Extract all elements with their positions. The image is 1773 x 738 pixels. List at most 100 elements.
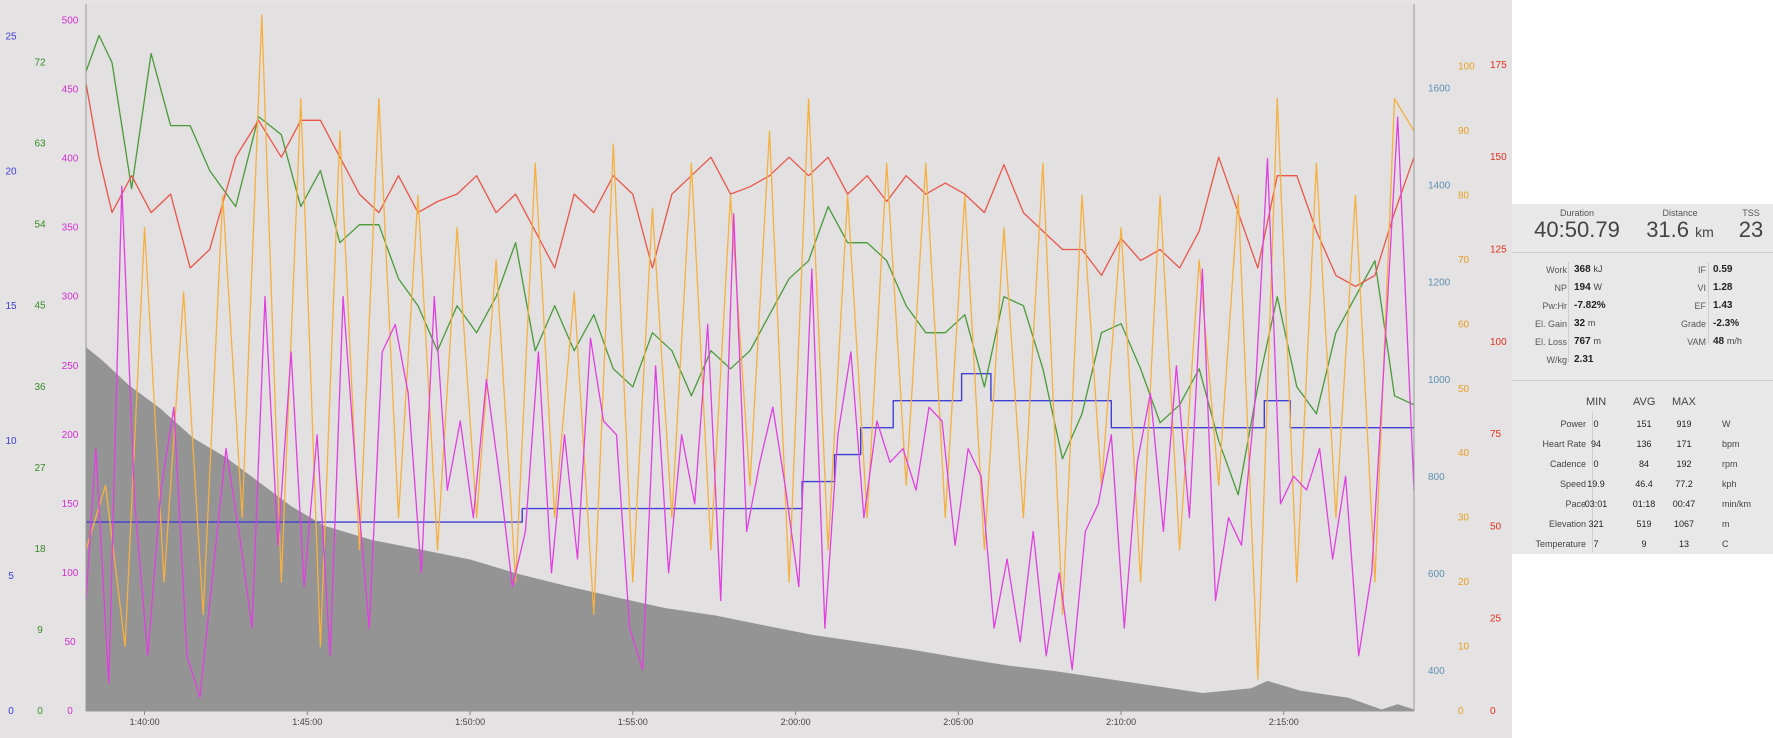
metric-label: EF: [1694, 301, 1706, 311]
metric-unit: kJ: [1593, 264, 1603, 274]
x-tick-label: 1:50:00: [455, 717, 485, 727]
ride-chart-svg: 0510152025091827364554637205010015020025…: [5, 4, 1507, 727]
metric-label: VAM: [1687, 337, 1706, 347]
y-tick-label: 18: [34, 544, 46, 555]
unit-value: W: [1722, 419, 1731, 429]
y-tick-label: 10: [1458, 642, 1470, 653]
y-tick-label: 72: [34, 58, 46, 69]
metric-row: El. Loss 767 m VAM 48 m/h: [1512, 334, 1773, 352]
y-tick-label: 54: [34, 220, 46, 231]
metric-number: 48: [1713, 336, 1725, 347]
y-tick-label: 175: [1490, 60, 1507, 71]
metric-row: Pw:Hr -7.82% EF 1.43: [1512, 298, 1773, 316]
speed-line: [85, 34, 1415, 496]
min-header: MIN: [1586, 396, 1607, 408]
metrics-bottom-divider: [1512, 380, 1773, 381]
metric-row: NP 194 W VI 1.28: [1512, 280, 1773, 298]
minmax-row: Elevation 321 519 1067 m: [1512, 516, 1773, 534]
y-tick-label: 0: [37, 706, 43, 717]
metrics-divider-right: [1708, 262, 1709, 344]
min-value: 94: [1590, 439, 1601, 449]
y-tick-label: 90: [1458, 126, 1470, 137]
max-value: 1067: [1673, 519, 1695, 529]
y-tick-label: 1400: [1428, 181, 1451, 192]
distance-label: Distance: [1662, 208, 1698, 218]
metric-value: 48 m/h: [1713, 336, 1742, 347]
y-tick-label: 1600: [1428, 84, 1451, 95]
y-tick-label: 60: [1458, 319, 1470, 330]
y-tick-label: 100: [1458, 62, 1475, 73]
ride-chart[interactable]: 0 5 10 15 20 25 0 9 18 27 36 45 54 63 72 0 50 100 150 200 25…: [0, 0, 1512, 738]
y-tick-label: 30: [1458, 513, 1470, 524]
y-tick-label: 0: [8, 706, 14, 717]
y-tick-label: 100: [62, 568, 79, 579]
power-line: [85, 116, 1415, 698]
y-tick-label: 5: [8, 571, 14, 582]
metric-unit: m: [1593, 336, 1601, 346]
y-tick-label: 100: [1490, 337, 1507, 348]
max-value: 00:47: [1672, 499, 1696, 509]
y-tick-label: 20: [5, 166, 17, 177]
avg-header: AVG: [1633, 396, 1656, 408]
metric-value: -2.3%: [1713, 318, 1740, 329]
metric-value: 2.31: [1574, 354, 1594, 365]
x-tick-label: 2:15:00: [1269, 717, 1299, 727]
unit-value: m: [1722, 519, 1730, 529]
max-value: 77.2: [1675, 479, 1693, 489]
min-value: 0: [1593, 459, 1599, 469]
metric-label: Grade: [1680, 319, 1706, 329]
avg-value: 84: [1638, 459, 1649, 469]
minmax-row: Speed 19.9 46.4 77.2 kph: [1512, 476, 1773, 494]
minmax-label: Speed: [1559, 479, 1586, 489]
ride-stats-panel: Duration 40:50.79 Distance 31.6 km TSS 2…: [1512, 204, 1773, 554]
metric-number: 194: [1574, 282, 1591, 293]
y-tick-label: 800: [1428, 472, 1445, 483]
elevation-area: [86, 347, 1414, 711]
max-value: 919: [1676, 419, 1692, 429]
y-tick-label: 20: [1458, 577, 1470, 588]
metric-value: 0.59: [1713, 264, 1733, 275]
distance-value-wrap: 31.6 km: [1630, 219, 1730, 243]
metrics-divider-left: [1568, 262, 1569, 362]
minmax-label: Pace: [1565, 499, 1586, 509]
metric-label: W/kg: [1546, 355, 1567, 365]
avg-value: 46.4: [1635, 479, 1653, 489]
minmax-row: Temperature 7 9 13 C: [1512, 536, 1773, 554]
max-header: MAX: [1672, 396, 1696, 408]
minmax-label: Cadence: [1549, 459, 1586, 469]
y-tick-label: 300: [62, 292, 79, 303]
avg-value: 01:18: [1632, 499, 1656, 509]
avg-value: 136: [1636, 439, 1652, 449]
y-tick-label: 45: [34, 301, 46, 312]
metric-unit: m: [1587, 318, 1596, 328]
y-tick-label: 10: [5, 436, 17, 447]
max-value: 13: [1678, 539, 1689, 549]
min-value: 03:01: [1584, 499, 1608, 509]
metric-label: El. Loss: [1534, 337, 1567, 347]
metric-label: IF: [1698, 265, 1706, 275]
y-tick-label: 1200: [1428, 278, 1451, 289]
y-tick-label: 1000: [1428, 375, 1451, 386]
y-tick-label: 400: [62, 154, 79, 165]
metric-value: -7.82%: [1574, 300, 1606, 311]
min-value: 321: [1588, 519, 1604, 529]
metric-label: NP: [1554, 283, 1567, 293]
x-tick-label: 1:55:00: [618, 717, 648, 727]
tss-cell: TSS 23: [1733, 208, 1769, 241]
minmax-divider: [1592, 412, 1593, 552]
summary-divider: [1512, 252, 1773, 253]
metric-row: Work 368 kJ IF 0.59: [1512, 262, 1773, 280]
x-tick-label: 1:40:00: [130, 717, 160, 727]
duration-label: Duration: [1559, 208, 1595, 218]
avg-value: 519: [1636, 519, 1652, 529]
metric-value: 32 m: [1574, 318, 1595, 329]
metric-value: 1.43: [1713, 300, 1733, 311]
min-value: 19.9: [1587, 479, 1605, 489]
y-tick-label: 25: [5, 31, 17, 42]
y-tick-label: 350: [62, 223, 79, 234]
unit-value: C: [1722, 539, 1729, 549]
minmax-label: Heart Rate: [1542, 439, 1586, 449]
distance-cell: Distance 31.6 km: [1630, 208, 1730, 243]
unit-value: bpm: [1722, 439, 1740, 449]
duration-value: 40:50.79: [1534, 217, 1620, 242]
